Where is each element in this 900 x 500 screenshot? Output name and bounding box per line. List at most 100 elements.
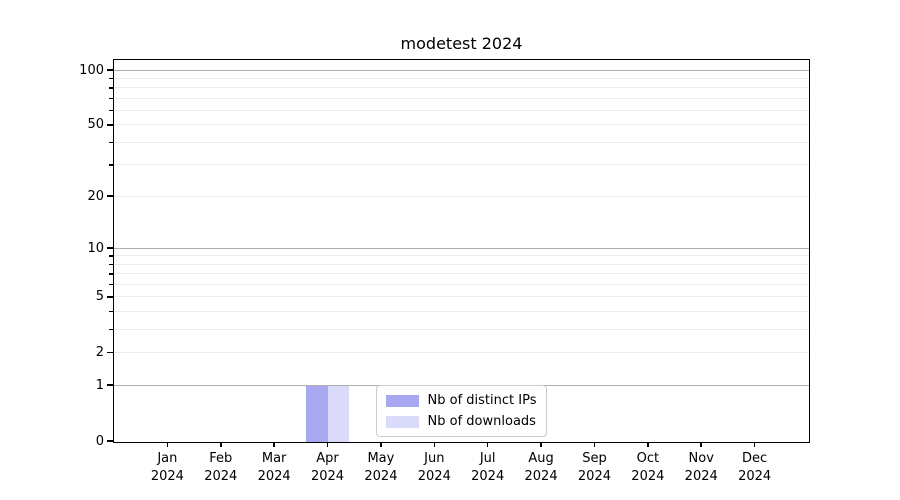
y-gridline-major bbox=[114, 247, 809, 249]
x-tick-year: 2024 bbox=[471, 469, 505, 484]
x-tick bbox=[486, 442, 489, 447]
y-tick-label: 5 bbox=[95, 289, 104, 305]
y-minor-tick bbox=[109, 97, 113, 100]
x-tick-year: 2024 bbox=[204, 469, 238, 484]
x-tick-month: Aug bbox=[528, 451, 554, 466]
x-tick-label: May 2024 bbox=[349, 450, 413, 486]
y-minor-tick bbox=[109, 310, 113, 313]
x-tick bbox=[540, 442, 542, 447]
x-tick bbox=[219, 442, 222, 447]
x-tick-label: Feb 2024 bbox=[189, 450, 253, 486]
y-gridline-minor bbox=[114, 352, 809, 354]
legend-label-distinct-ips: Nb of distinct IPs bbox=[427, 393, 537, 408]
x-tick-year: 2024 bbox=[631, 469, 665, 484]
x-tick-label: Jul 2024 bbox=[456, 450, 520, 486]
x-tick-month: Mar bbox=[261, 451, 287, 466]
y-minor-tick bbox=[109, 109, 113, 112]
x-tick-year: 2024 bbox=[417, 469, 451, 484]
x-tick bbox=[433, 442, 436, 447]
x-tick-label: Sep 2024 bbox=[562, 450, 626, 486]
y-minor-tick bbox=[109, 164, 113, 166]
y-major-tick bbox=[106, 384, 113, 387]
x-tick-year: 2024 bbox=[150, 469, 184, 484]
y-major-tick bbox=[106, 440, 113, 442]
x-tick-month: May bbox=[367, 451, 395, 466]
x-tick bbox=[273, 442, 275, 447]
y-gridline-minor bbox=[114, 141, 809, 143]
x-tick bbox=[593, 442, 596, 447]
y-gridline-minor bbox=[114, 296, 809, 298]
chart-title: modetest 2024 bbox=[400, 34, 523, 53]
x-tick-month: Nov bbox=[688, 451, 714, 466]
y-gridline-minor bbox=[114, 77, 809, 79]
x-tick-label: Nov 2024 bbox=[669, 450, 733, 486]
y-minor-tick bbox=[109, 141, 113, 144]
y-minor-tick bbox=[109, 283, 113, 286]
y-minor-tick bbox=[109, 273, 113, 275]
x-tick-year: 2024 bbox=[577, 469, 611, 484]
y-major-tick bbox=[106, 69, 113, 71]
x-tick-label: Dec 2024 bbox=[723, 450, 787, 486]
y-gridline-minor bbox=[114, 195, 809, 197]
y-tick-label: 2 bbox=[95, 345, 104, 361]
y-major-tick bbox=[106, 247, 113, 250]
x-tick bbox=[326, 442, 329, 447]
y-minor-tick bbox=[109, 263, 113, 266]
y-tick-label: 10 bbox=[87, 240, 104, 256]
x-tick-year: 2024 bbox=[524, 469, 558, 484]
x-tick-label: Jun 2024 bbox=[402, 450, 466, 486]
x-tick-year: 2024 bbox=[364, 469, 398, 484]
legend-swatch-downloads bbox=[385, 415, 419, 428]
plot-area: 100 50 20 10 5 2 1 0 Jan 2024 Feb 2024 Mar 2024 Apr 20… bbox=[79, 59, 810, 484]
y-gridline-minor bbox=[114, 97, 809, 99]
legend-swatch-distinct-ips bbox=[385, 394, 419, 407]
x-tick bbox=[166, 442, 169, 447]
y-gridline-minor bbox=[114, 124, 809, 126]
x-tick-year: 2024 bbox=[257, 469, 291, 484]
x-tick-year: 2024 bbox=[684, 469, 718, 484]
y-tick-label: 50 bbox=[87, 117, 104, 133]
y-minor-tick bbox=[109, 77, 113, 80]
x-tick-month: Jan bbox=[157, 451, 178, 466]
legend: Nb of distinct IPs Nb of downloads bbox=[375, 385, 548, 437]
x-tick-label: Mar 2024 bbox=[242, 450, 306, 486]
y-tick-label: 100 bbox=[79, 62, 104, 78]
y-gridline-major bbox=[114, 69, 809, 71]
x-tick-year: 2024 bbox=[310, 469, 345, 484]
y-gridline-minor bbox=[114, 311, 809, 313]
bar-downloads bbox=[327, 386, 350, 442]
x-tick-month: Oct bbox=[636, 451, 660, 466]
y-gridline-minor bbox=[114, 87, 809, 89]
y-tick-label: 1 bbox=[95, 377, 104, 393]
y-major-tick bbox=[106, 351, 113, 354]
y-major-tick bbox=[106, 296, 113, 298]
y-tick-label: 0 bbox=[95, 433, 104, 449]
y-gridline-minor bbox=[114, 329, 809, 331]
x-tick-month: Sep bbox=[582, 451, 607, 466]
x-tick-label: Oct 2024 bbox=[616, 450, 680, 486]
y-gridline-minor bbox=[114, 284, 809, 286]
x-tick-month: Dec bbox=[742, 451, 768, 466]
x-tick bbox=[753, 442, 756, 447]
x-tick-label: Jan 2024 bbox=[135, 450, 199, 486]
y-gridline-minor bbox=[114, 263, 809, 265]
y-gridline-minor bbox=[114, 164, 809, 166]
legend-item-downloads: Nb of downloads bbox=[385, 414, 537, 429]
legend-label-downloads: Nb of downloads bbox=[427, 414, 536, 429]
x-tick-month: Jun bbox=[424, 451, 445, 466]
y-minor-tick bbox=[109, 328, 113, 331]
bar-distinct-ips bbox=[306, 386, 328, 442]
y-gridline-minor bbox=[114, 255, 809, 257]
y-minor-tick bbox=[109, 255, 113, 257]
x-tick bbox=[380, 442, 382, 447]
y-major-tick bbox=[106, 195, 113, 198]
x-tick bbox=[647, 442, 649, 447]
x-tick-month: Jul bbox=[479, 451, 496, 466]
y-minor-tick bbox=[109, 86, 113, 89]
x-tick bbox=[700, 442, 703, 447]
x-tick-label: Aug 2024 bbox=[509, 450, 573, 486]
y-tick-label: 20 bbox=[87, 188, 104, 204]
x-tick-month: Apr bbox=[316, 451, 339, 466]
y-major-tick bbox=[106, 124, 113, 126]
